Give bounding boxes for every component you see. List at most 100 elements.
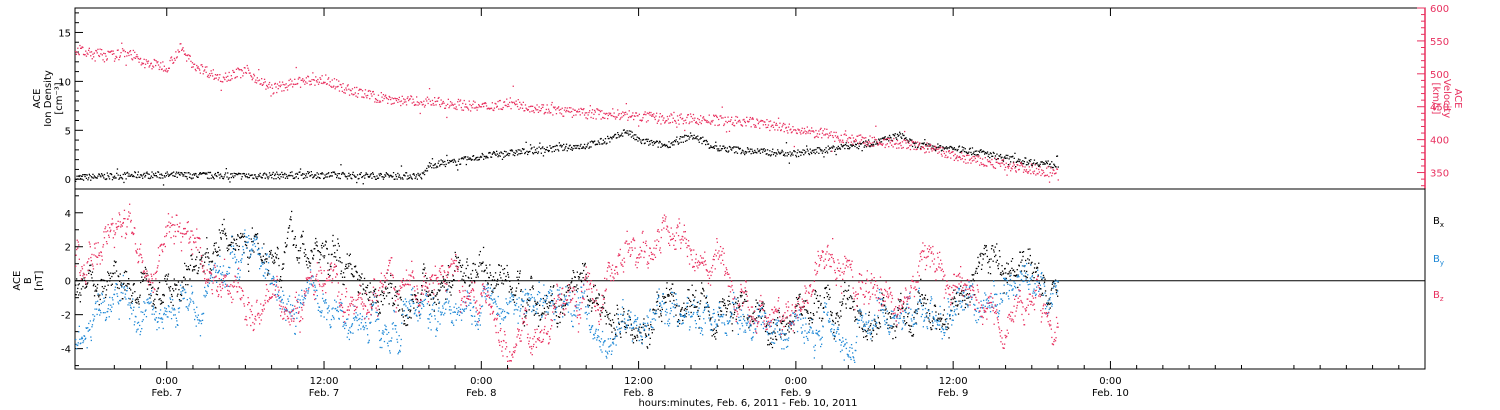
data-point <box>126 172 128 174</box>
data-point <box>339 177 341 180</box>
data-point <box>762 124 764 126</box>
data-point <box>452 159 454 161</box>
data-point <box>222 177 224 179</box>
data-point <box>868 145 870 147</box>
data-point <box>535 109 537 111</box>
data-point <box>361 96 363 98</box>
data-point <box>412 98 414 100</box>
data-point <box>1006 262 1008 264</box>
data-point <box>380 294 382 296</box>
data-point <box>735 318 737 320</box>
data-point <box>633 328 635 330</box>
data-point <box>426 167 428 170</box>
data-point <box>779 122 781 124</box>
data-point <box>813 302 815 304</box>
data-point <box>948 337 950 339</box>
data-point <box>204 173 207 175</box>
data-point <box>741 149 744 151</box>
data-point <box>1046 161 1048 164</box>
data-point <box>372 301 374 303</box>
data-point <box>177 293 179 295</box>
data-point <box>450 286 453 289</box>
data-point <box>742 150 744 152</box>
data-point <box>342 83 344 85</box>
data-point <box>1056 155 1059 157</box>
data-point <box>304 177 306 179</box>
data-point <box>108 272 110 275</box>
data-point <box>298 257 301 259</box>
data-point <box>255 176 257 178</box>
data-point <box>768 154 770 156</box>
data-point <box>574 276 576 278</box>
data-point <box>940 318 942 321</box>
data-point <box>408 99 410 102</box>
data-point <box>901 137 903 139</box>
data-point <box>950 145 952 148</box>
data-point <box>1007 263 1009 265</box>
data-point <box>439 165 441 167</box>
data-point <box>206 237 208 239</box>
data-point <box>193 173 195 175</box>
data-point <box>141 62 143 64</box>
data-point <box>589 110 591 112</box>
data-point <box>709 318 712 320</box>
data-point <box>1051 161 1053 163</box>
data-point <box>134 291 136 293</box>
data-point <box>973 151 975 153</box>
data-point <box>551 151 553 153</box>
data-point <box>847 138 849 140</box>
data-point <box>637 336 639 338</box>
data-point <box>638 328 640 330</box>
data-point <box>519 153 522 155</box>
data-point <box>406 178 408 180</box>
data-point <box>927 148 929 150</box>
data-point <box>91 324 94 326</box>
data-point <box>197 270 199 272</box>
data-point <box>311 79 313 81</box>
data-point <box>367 298 369 300</box>
data-point <box>1020 161 1023 163</box>
data-point <box>1033 277 1035 279</box>
data-point <box>709 147 711 149</box>
data-point <box>1050 166 1052 168</box>
data-point <box>221 274 223 276</box>
data-point <box>575 144 577 147</box>
data-point <box>370 303 372 305</box>
data-point <box>1057 179 1059 181</box>
data-point <box>991 155 993 157</box>
data-point <box>836 312 839 314</box>
data-point <box>1002 273 1004 275</box>
data-point <box>729 146 731 148</box>
data-point <box>345 87 347 89</box>
data-point <box>844 147 846 150</box>
data-point <box>625 131 627 133</box>
data-point <box>830 131 832 133</box>
data-point <box>672 295 674 297</box>
data-point <box>430 104 432 106</box>
data-point <box>379 101 382 103</box>
data-point <box>75 338 77 341</box>
data-point <box>148 173 150 175</box>
data-point <box>968 151 970 153</box>
data-point <box>216 254 218 257</box>
data-point <box>788 123 790 125</box>
data-point <box>964 158 966 161</box>
data-point <box>932 147 934 149</box>
b-axis-title-line: B <box>23 277 34 284</box>
data-point <box>865 331 867 333</box>
data-point <box>858 145 860 147</box>
data-point <box>451 159 453 162</box>
data-point <box>1049 303 1051 305</box>
data-point <box>199 172 201 174</box>
data-point <box>1051 166 1054 169</box>
data-point <box>500 265 502 267</box>
data-point <box>108 51 110 53</box>
data-point <box>865 144 868 146</box>
data-point <box>770 337 772 339</box>
data-point <box>346 176 348 178</box>
data-point <box>186 268 188 271</box>
data-point <box>734 311 736 313</box>
data-point <box>292 177 294 179</box>
data-point <box>534 149 537 151</box>
data-point <box>1041 173 1043 175</box>
